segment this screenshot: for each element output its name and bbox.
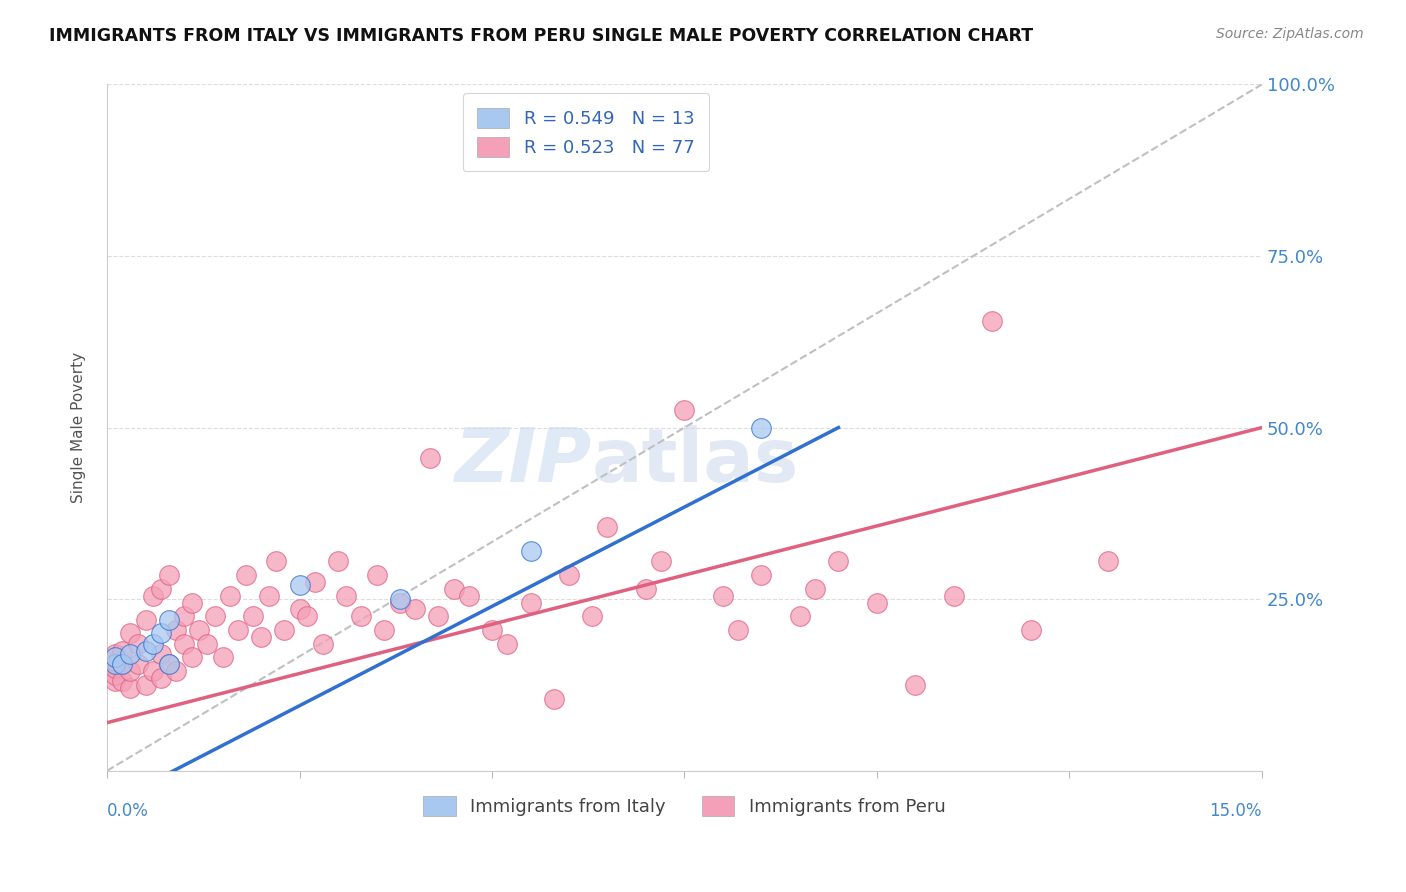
Text: ZIP: ZIP <box>456 425 592 499</box>
Point <box>104 654 127 668</box>
Point <box>866 596 889 610</box>
Point <box>388 592 411 607</box>
Point <box>727 623 749 637</box>
Point <box>373 623 395 637</box>
Point <box>195 637 218 651</box>
Point <box>111 643 134 657</box>
Point <box>634 582 657 596</box>
Point <box>104 661 127 675</box>
Point <box>789 609 811 624</box>
Point <box>427 609 450 624</box>
Point <box>149 647 172 661</box>
Y-axis label: Single Male Poverty: Single Male Poverty <box>72 352 86 503</box>
Point <box>481 623 503 637</box>
Text: 15.0%: 15.0% <box>1209 802 1263 820</box>
Point <box>180 650 202 665</box>
Point <box>1019 623 1042 637</box>
Text: Source: ZipAtlas.com: Source: ZipAtlas.com <box>1216 27 1364 41</box>
Point <box>142 589 165 603</box>
Point <box>751 420 773 434</box>
Text: atlas: atlas <box>592 425 800 499</box>
Point <box>104 657 127 672</box>
Point <box>273 623 295 637</box>
Point <box>443 582 465 596</box>
Point <box>981 314 1004 328</box>
Point <box>120 664 142 678</box>
Point <box>558 568 581 582</box>
Point <box>157 613 180 627</box>
Point <box>942 589 965 603</box>
Point <box>142 637 165 651</box>
Point <box>366 568 388 582</box>
Point <box>173 637 195 651</box>
Point <box>543 691 565 706</box>
Point <box>149 626 172 640</box>
Point <box>104 647 127 661</box>
Legend: Immigrants from Italy, Immigrants from Peru: Immigrants from Italy, Immigrants from P… <box>416 789 953 823</box>
Point <box>188 623 211 637</box>
Point <box>419 451 441 466</box>
Point <box>165 623 187 637</box>
Point <box>157 568 180 582</box>
Point <box>827 554 849 568</box>
Point <box>1097 554 1119 568</box>
Point <box>242 609 264 624</box>
Point <box>104 667 127 681</box>
Point <box>120 626 142 640</box>
Point <box>804 582 827 596</box>
Point <box>904 678 927 692</box>
Point <box>388 596 411 610</box>
Point <box>135 643 157 657</box>
Point <box>157 657 180 672</box>
Point <box>350 609 373 624</box>
Point <box>711 589 734 603</box>
Point <box>458 589 481 603</box>
Point <box>135 613 157 627</box>
Point <box>111 657 134 672</box>
Point <box>142 664 165 678</box>
Point <box>288 578 311 592</box>
Text: 0.0%: 0.0% <box>107 802 149 820</box>
Text: IMMIGRANTS FROM ITALY VS IMMIGRANTS FROM PERU SINGLE MALE POVERTY CORRELATION CH: IMMIGRANTS FROM ITALY VS IMMIGRANTS FROM… <box>49 27 1033 45</box>
Point <box>135 678 157 692</box>
Point <box>120 681 142 696</box>
Point <box>149 582 172 596</box>
Point <box>581 609 603 624</box>
Point <box>104 650 127 665</box>
Point <box>235 568 257 582</box>
Point <box>211 650 233 665</box>
Point <box>173 609 195 624</box>
Point <box>297 609 319 624</box>
Point <box>266 554 288 568</box>
Point <box>751 568 773 582</box>
Point <box>519 596 541 610</box>
Point <box>288 602 311 616</box>
Point <box>165 664 187 678</box>
Point <box>219 589 242 603</box>
Point <box>596 520 619 534</box>
Point <box>404 602 426 616</box>
Point <box>496 637 519 651</box>
Point <box>650 554 672 568</box>
Point <box>673 403 696 417</box>
Point <box>111 657 134 672</box>
Point <box>311 637 333 651</box>
Point <box>111 674 134 689</box>
Point <box>120 647 142 661</box>
Point <box>149 671 172 685</box>
Point <box>335 589 357 603</box>
Point <box>104 674 127 689</box>
Point <box>180 596 202 610</box>
Point <box>257 589 280 603</box>
Point <box>519 544 541 558</box>
Point <box>204 609 226 624</box>
Point <box>326 554 349 568</box>
Point <box>226 623 249 637</box>
Point <box>127 637 149 651</box>
Point <box>127 657 149 672</box>
Point <box>157 657 180 672</box>
Point <box>304 574 326 589</box>
Point <box>250 630 273 644</box>
